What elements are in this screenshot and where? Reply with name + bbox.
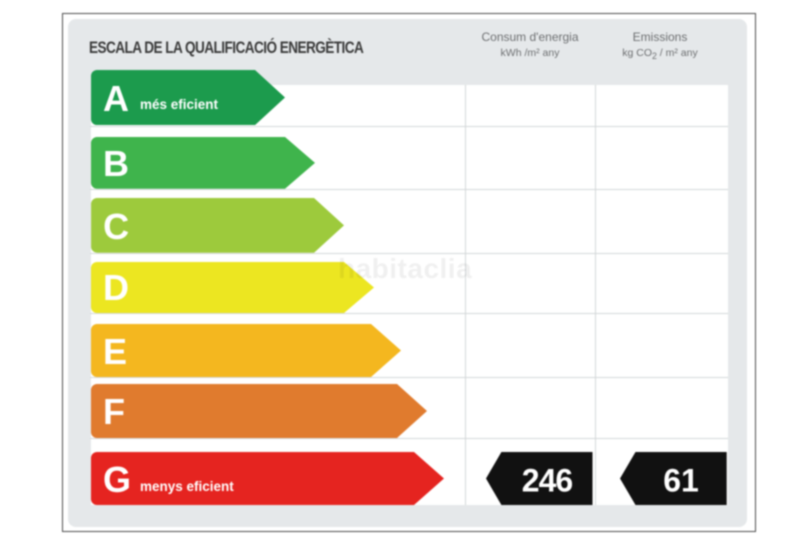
svg-text:B: B [103,143,129,184]
svg-text:més eficient: més eficient [140,97,218,112]
svg-text:E: E [103,331,127,372]
svg-text:D: D [103,267,129,308]
svg-text:C: C [103,206,129,247]
svg-text:G: G [103,459,131,500]
svg-text:F: F [103,391,125,432]
svg-text:61: 61 [663,462,699,498]
svg-text:246: 246 [522,463,573,499]
svg-text:menys eficient: menys eficient [140,479,234,494]
svg-text:A: A [103,78,129,119]
